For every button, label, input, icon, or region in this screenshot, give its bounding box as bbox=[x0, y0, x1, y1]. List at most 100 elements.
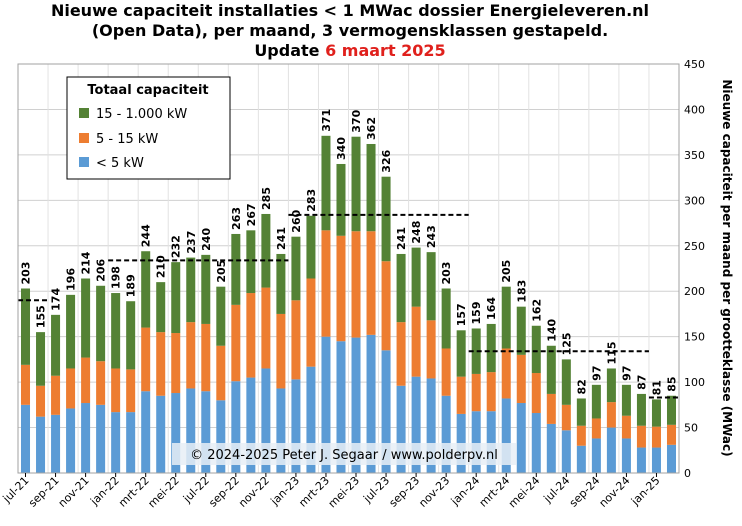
bar-large bbox=[666, 395, 676, 425]
bar-medium bbox=[96, 361, 106, 405]
legend-item-small: < 5 kW bbox=[96, 156, 144, 171]
bar-medium bbox=[606, 402, 616, 428]
bar-small bbox=[576, 445, 586, 473]
bar-large bbox=[51, 314, 61, 376]
bar-large bbox=[81, 278, 91, 358]
copyright-text: © 2024-2025 Peter J. Segaar / www.polder… bbox=[190, 448, 498, 463]
bar-medium bbox=[471, 373, 481, 412]
total-label: 285 bbox=[260, 187, 273, 210]
bar-medium bbox=[291, 300, 301, 380]
reference-lines bbox=[18, 213, 679, 399]
bar-large bbox=[141, 251, 151, 328]
bar-small bbox=[141, 391, 151, 473]
bar-small bbox=[591, 438, 601, 473]
total-label: 203 bbox=[20, 262, 33, 285]
total-label: 97 bbox=[590, 366, 603, 381]
total-label: 115 bbox=[605, 342, 618, 365]
total-label: 125 bbox=[560, 332, 573, 355]
bar-large bbox=[96, 285, 106, 362]
copyright-background bbox=[172, 443, 516, 465]
total-label: 162 bbox=[530, 299, 543, 322]
bar-medium bbox=[66, 368, 76, 409]
chart-title-line1: Nieuwe capaciteit installaties < 1 MWac … bbox=[51, 1, 649, 20]
bar-small bbox=[486, 411, 496, 473]
bar-small bbox=[606, 427, 616, 473]
x-tick-label: mrt-23 bbox=[296, 474, 332, 510]
total-label: 283 bbox=[305, 189, 318, 212]
total-label: 97 bbox=[620, 366, 633, 381]
bar-small bbox=[36, 416, 46, 473]
bar-medium bbox=[396, 322, 406, 386]
bar-medium bbox=[516, 354, 526, 404]
bar-medium bbox=[201, 323, 211, 392]
total-label: 260 bbox=[290, 209, 303, 232]
bar-large bbox=[186, 257, 196, 323]
bar-medium bbox=[486, 372, 496, 412]
bar-large bbox=[576, 398, 586, 426]
legend-item-medium: 5 - 15 kW bbox=[96, 132, 158, 147]
x-tick-label: mei-24 bbox=[506, 474, 542, 510]
bar-small bbox=[51, 414, 61, 473]
bar-medium bbox=[321, 230, 331, 337]
bar-medium bbox=[381, 261, 391, 351]
total-label: 196 bbox=[65, 268, 78, 291]
bar-large bbox=[231, 233, 241, 305]
bar-medium bbox=[441, 348, 451, 396]
bar-small bbox=[21, 404, 31, 473]
bar-small bbox=[381, 350, 391, 473]
plot-frame bbox=[17, 63, 680, 474]
total-label: 189 bbox=[125, 274, 138, 297]
bar-small bbox=[636, 447, 646, 473]
bar-large bbox=[486, 323, 496, 373]
bar-medium bbox=[546, 393, 556, 424]
total-label: 159 bbox=[470, 302, 483, 325]
total-label: 198 bbox=[110, 266, 123, 289]
bar-large bbox=[291, 236, 301, 301]
total-label: 81 bbox=[650, 380, 663, 395]
bar-medium bbox=[171, 333, 181, 394]
bar-small bbox=[411, 376, 421, 473]
chart-title-line2: (Open Data), per maand, 3 vermogensklass… bbox=[92, 21, 608, 40]
x-tick-label: sep-22 bbox=[206, 474, 242, 510]
total-label: 157 bbox=[455, 303, 468, 326]
total-label: 237 bbox=[185, 231, 198, 254]
bar-large bbox=[606, 368, 616, 403]
x-tick-label: nov-23 bbox=[416, 474, 452, 510]
x-tick-label: mei-23 bbox=[326, 474, 362, 510]
y-tick-label: 200 bbox=[684, 285, 705, 298]
bar-small bbox=[561, 430, 571, 473]
total-label: 240 bbox=[200, 228, 213, 251]
total-label: 232 bbox=[170, 235, 183, 258]
bar-small bbox=[546, 423, 556, 473]
bar-medium bbox=[561, 404, 571, 431]
y-tick-label: 100 bbox=[684, 376, 705, 389]
bar-medium bbox=[366, 231, 376, 335]
x-tick-label: nov-21 bbox=[56, 474, 92, 510]
bar-medium bbox=[231, 304, 241, 382]
bar-small bbox=[276, 388, 286, 473]
bar-small bbox=[81, 403, 91, 473]
bar-large bbox=[561, 359, 571, 405]
bar-large bbox=[36, 332, 46, 386]
total-label: 248 bbox=[410, 221, 423, 244]
bar-medium bbox=[51, 375, 61, 415]
total-label: 203 bbox=[440, 262, 453, 285]
legend-swatch-large bbox=[79, 108, 89, 118]
bar-medium bbox=[336, 235, 346, 342]
bar-small bbox=[261, 368, 271, 473]
total-label: 340 bbox=[335, 137, 348, 160]
x-tick-label: sep-23 bbox=[387, 474, 423, 510]
bar-small bbox=[186, 388, 196, 473]
bar-large bbox=[456, 330, 466, 377]
bar-medium bbox=[81, 357, 91, 404]
bar-small bbox=[471, 411, 481, 473]
update-prefix: Update bbox=[254, 41, 325, 60]
bar-small bbox=[171, 393, 181, 473]
bar-large bbox=[426, 252, 436, 321]
bar-large bbox=[246, 230, 256, 294]
total-label: 155 bbox=[35, 305, 48, 328]
total-label: 87 bbox=[635, 375, 648, 390]
bar-large bbox=[591, 384, 601, 419]
